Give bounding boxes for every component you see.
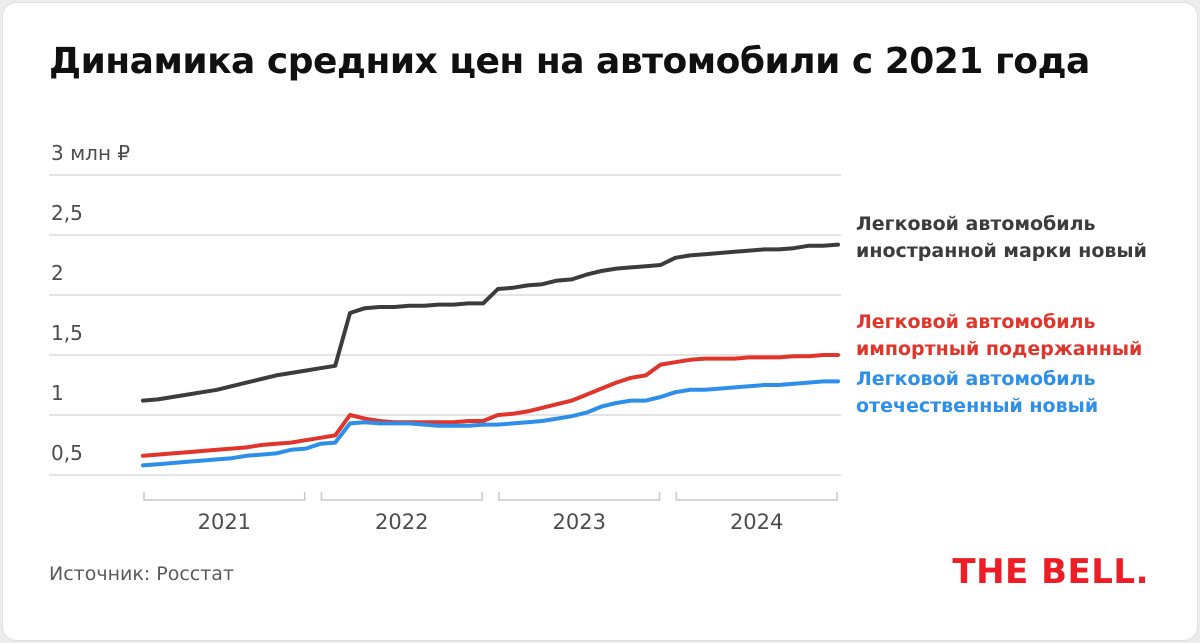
y-tick-label: 3 млн ₽ (51, 141, 130, 165)
year-bracket (675, 492, 838, 501)
x-year-label: 2023 (552, 510, 605, 534)
legend-label-line: импортный подержанный (856, 338, 1143, 360)
legend-domestic-new: Легковой автомобиль отечественный новый (856, 366, 1186, 420)
legend-imported-used: Легковой автомобиль импортный подержанны… (856, 309, 1186, 363)
x-year-label: 2021 (198, 510, 251, 534)
price-chart-svg: 3 млн ₽ 2,5 2 1,5 1 0,5 2021 2022 2023 2024 (49, 141, 841, 534)
legend-foreign-new: Легковой автомобиль иностранной марки но… (856, 211, 1186, 265)
series-line-domestic-new (141, 379, 840, 468)
series-line-imported-used (141, 353, 840, 458)
legend-label-line: отечественный новый (856, 395, 1099, 417)
series-line-foreign-new (141, 242, 840, 403)
source-label: Источник: Росстат (49, 563, 235, 585)
y-tick-label: 1 (51, 381, 64, 405)
legend-label-line: Легковой автомобиль (856, 311, 1096, 333)
year-bracket (320, 492, 483, 501)
x-year-label: 2022 (375, 510, 428, 534)
y-tick-label: 2,5 (51, 201, 83, 225)
legend-label-line: Легковой автомобиль (856, 213, 1096, 235)
year-bracket (143, 492, 306, 501)
year-bracket (498, 492, 661, 501)
the-bell-logo: THE BELL. (952, 552, 1149, 592)
y-tick-label: 2 (51, 261, 64, 285)
page-title: Динамика средних цен на автомобили с 202… (49, 41, 1090, 82)
legend-label-line: Легковой автомобиль (856, 368, 1096, 390)
y-tick-label: 1,5 (51, 321, 83, 345)
x-year-label: 2024 (730, 510, 783, 534)
legend-label-line: иностранной марки новый (856, 240, 1147, 262)
y-tick-label: 0,5 (51, 441, 83, 465)
